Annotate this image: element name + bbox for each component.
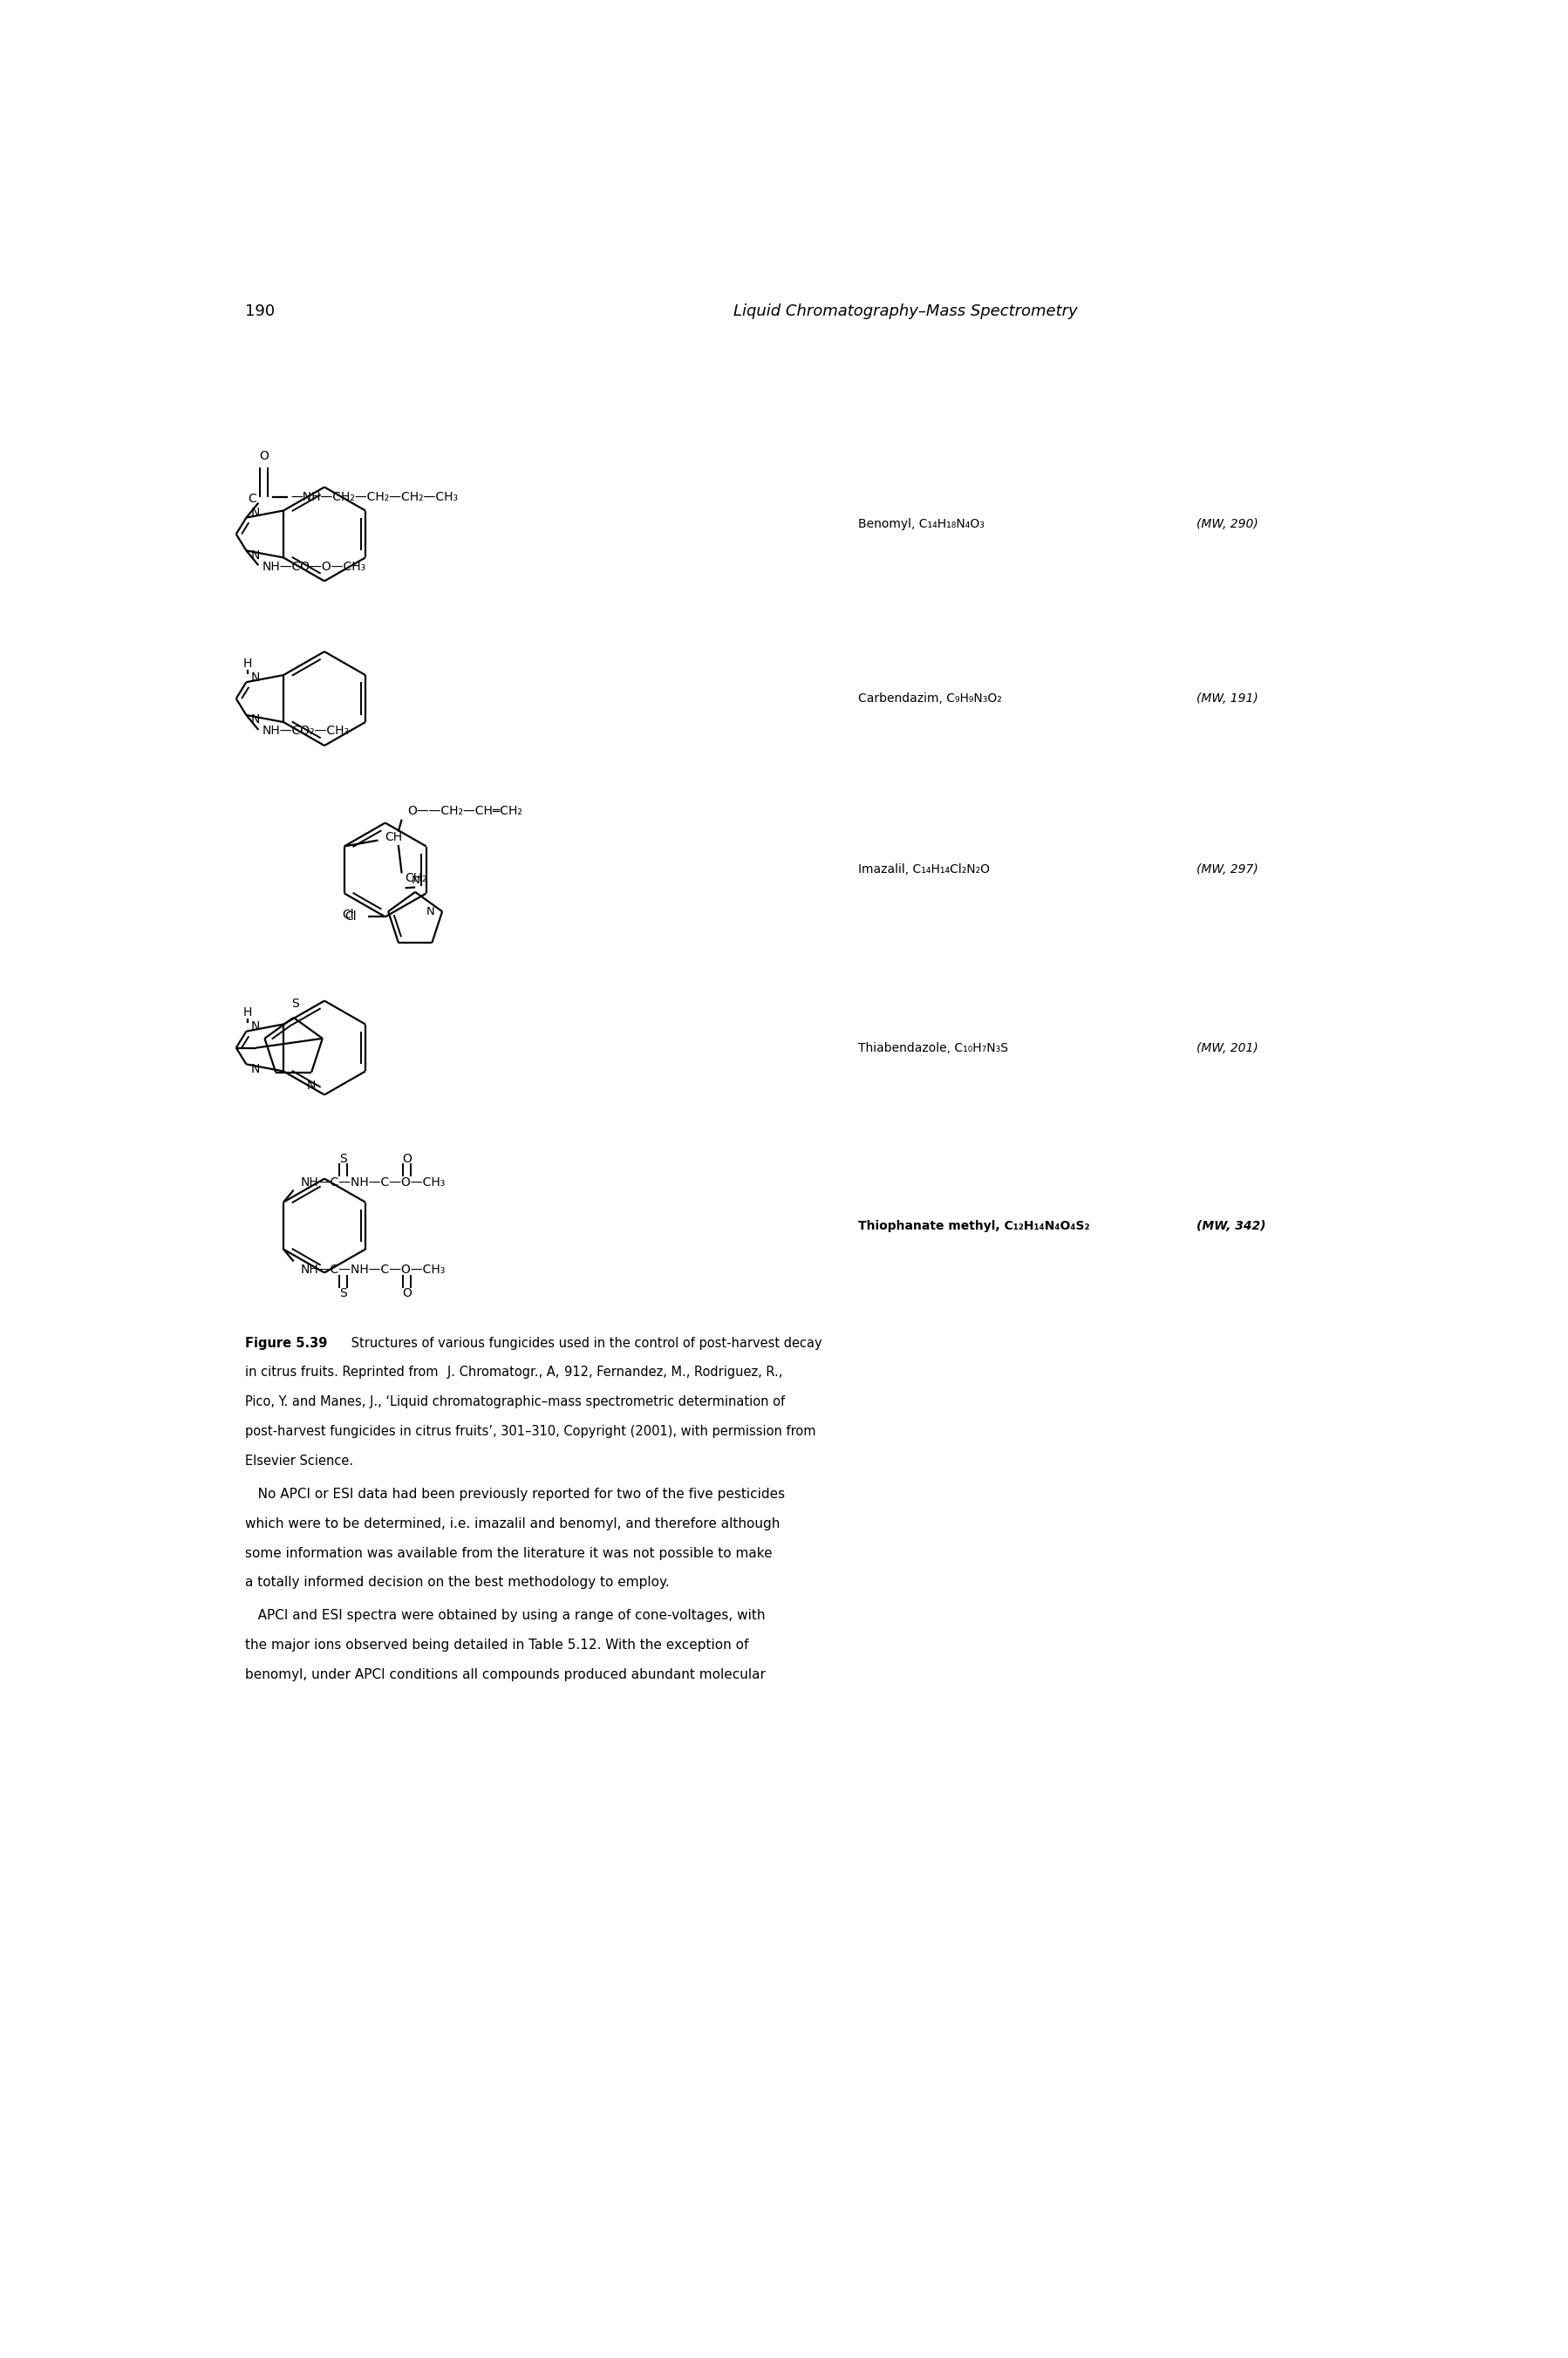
Text: NH—CO₂—CH₃: NH—CO₂—CH₃ [262,724,350,738]
Text: N: N [251,1063,260,1075]
Text: S: S [292,997,299,1009]
Text: O: O [259,450,268,462]
Text: 190: 190 [245,304,274,318]
Text: benomyl, under APCI conditions all compounds produced abundant molecular: benomyl, under APCI conditions all compo… [245,1667,765,1681]
Text: (MW, 342): (MW, 342) [1196,1219,1265,1231]
Text: Elsevier Science.: Elsevier Science. [245,1455,353,1467]
Text: Pico, Y. and Manes, J., ‘Liquid chromatographic–mass spectrometric determination: Pico, Y. and Manes, J., ‘Liquid chromato… [245,1396,784,1408]
Text: CH: CH [384,830,403,844]
Text: post-harvest fungicides in citrus fruits’, 301–310, Copyright (2001), with permi: post-harvest fungicides in citrus fruits… [245,1424,815,1438]
Text: (MW, 297): (MW, 297) [1196,863,1258,875]
Text: CH₂: CH₂ [405,872,428,884]
Text: S: S [339,1287,347,1299]
Text: O: O [403,1153,412,1165]
Text: O: O [403,1287,412,1299]
Text: N: N [426,905,434,917]
Text: (MW, 290): (MW, 290) [1196,519,1258,531]
Text: Thiophanate methyl, C₁₂H₁₄N₄O₄S₂: Thiophanate methyl, C₁₂H₁₄N₄O₄S₂ [858,1219,1090,1231]
Text: N: N [251,672,260,684]
Text: a totally informed decision on the best methodology to employ.: a totally informed decision on the best … [245,1575,670,1589]
Text: —NH—CH₂—CH₂—CH₂—CH₃: —NH—CH₂—CH₂—CH₂—CH₃ [292,490,458,505]
Text: in citrus fruits. Reprinted from   J. Chromatogr., A,  912, Fernandez, M., Rodri: in citrus fruits. Reprinted from J. Chro… [245,1365,782,1379]
Text: C: C [248,493,257,505]
Text: N: N [251,549,260,561]
Text: No APCI or ESI data had been previously reported for two of the five pesticides: No APCI or ESI data had been previously … [245,1488,784,1500]
Text: APCI and ESI spectra were obtained by using a range of cone-voltages, with: APCI and ESI spectra were obtained by us… [245,1608,765,1622]
Text: Carbendazim, C₉H₉N₃O₂: Carbendazim, C₉H₉N₃O₂ [858,693,1002,705]
Text: Structures of various fungicides used in the control of post-harvest decay: Structures of various fungicides used in… [348,1337,822,1349]
Text: N: N [307,1080,317,1092]
Text: O——CH₂—CH═CH₂: O——CH₂—CH═CH₂ [408,806,522,818]
Text: N: N [411,875,420,887]
Text: NH—C—NH—C—O—CH₃: NH—C—NH—C—O—CH₃ [301,1177,445,1188]
Text: N: N [251,714,260,726]
Text: NH—CO—O—CH₃: NH—CO—O—CH₃ [262,561,365,573]
Text: H: H [243,658,252,670]
Text: which were to be determined, i.e. imazalil and benomyl, and therefore although: which were to be determined, i.e. imazal… [245,1516,779,1530]
Text: H: H [243,1007,252,1019]
Text: some information was available from the literature it was not possible to make: some information was available from the … [245,1547,771,1559]
Text: Liquid Chromatography–Mass Spectrometry: Liquid Chromatography–Mass Spectrometry [734,304,1077,318]
Text: (MW, 191): (MW, 191) [1196,693,1258,705]
Text: NH—C—NH—C—O—CH₃: NH—C—NH—C—O—CH₃ [301,1264,445,1276]
Text: Cl: Cl [342,908,354,922]
Text: Figure 5.39: Figure 5.39 [245,1337,328,1349]
Text: Thiabendazole, C₁₀H₇N₃S: Thiabendazole, C₁₀H₇N₃S [858,1042,1008,1054]
Text: S: S [339,1153,347,1165]
Text: N: N [251,1021,260,1033]
Text: Benomyl, C₁₄H₁₈N₄O₃: Benomyl, C₁₄H₁₈N₄O₃ [858,519,985,531]
Text: (MW, 201): (MW, 201) [1196,1042,1258,1054]
Text: Imazalil, C₁₄H₁₄Cl₂N₂O: Imazalil, C₁₄H₁₄Cl₂N₂O [858,863,989,875]
Text: the major ions observed being detailed in Table 5.12. With the exception of: the major ions observed being detailed i… [245,1639,748,1651]
Text: Cl: Cl [345,910,356,922]
Text: N: N [251,507,260,519]
